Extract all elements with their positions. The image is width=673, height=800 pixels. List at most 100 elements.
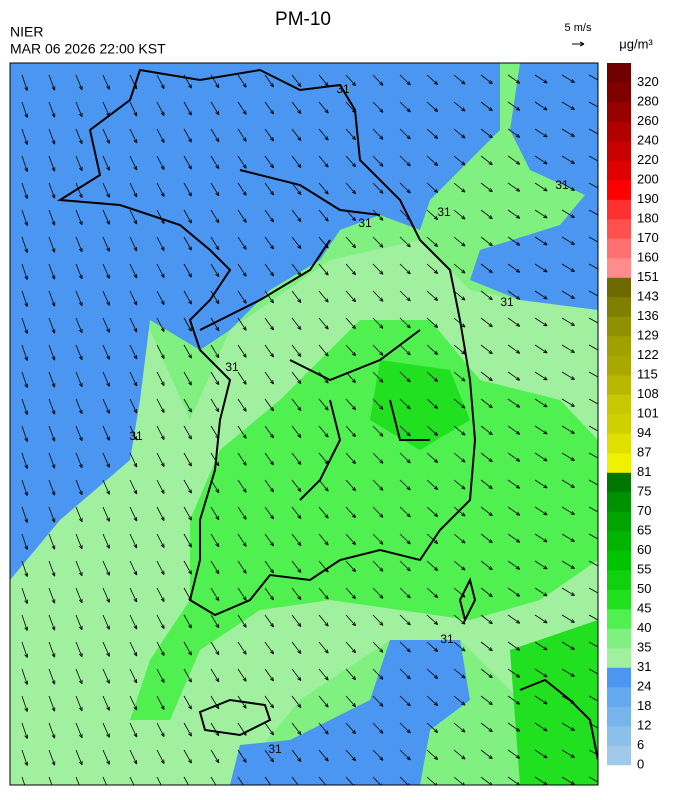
- wind-arrow: [264, 722, 274, 736]
- wind-arrow: [588, 587, 598, 596]
- wind-arrow: [318, 533, 329, 546]
- wind-arrow: [21, 101, 28, 118]
- wind-arrow: [21, 209, 28, 226]
- wind-arrow: [507, 128, 521, 138]
- wind-arrow: [399, 614, 411, 626]
- wind-arrow: [453, 668, 466, 679]
- wind-arrow: [183, 452, 192, 467]
- wind-arrow: [183, 209, 192, 224]
- wind-arrow: [48, 425, 56, 442]
- wind-arrow: [102, 695, 110, 711]
- wind-arrow: [318, 155, 329, 168]
- wind-arrow: [156, 344, 165, 359]
- colorbar-label: 122: [637, 347, 659, 362]
- wind-arrow: [156, 209, 165, 224]
- wind-arrow: [426, 209, 439, 220]
- wind-arrow: [75, 587, 83, 604]
- wind-arrow: [102, 263, 110, 279]
- wind-arrow: [372, 533, 384, 545]
- colorbar-cell: [607, 141, 631, 161]
- wind-arrow: [507, 641, 521, 651]
- wind-arrow: [507, 533, 521, 543]
- wind-arrow: [129, 776, 135, 785]
- wind-arrow: [372, 776, 383, 785]
- wind-arrow: [345, 263, 357, 276]
- wind-arrow: [318, 344, 329, 357]
- wind-arrow: [345, 587, 357, 600]
- wind-arrow: [291, 74, 302, 87]
- wind-arrow: [426, 317, 439, 328]
- wind-arrow: [21, 587, 28, 604]
- wind-arrow: [453, 641, 466, 652]
- wind-arrow: [372, 182, 384, 194]
- wind-arrow: [183, 317, 192, 332]
- wind-arrow: [426, 614, 439, 625]
- wind-arrow: [453, 263, 466, 274]
- wind-arrow: [507, 425, 521, 435]
- wind-arrow: [21, 263, 28, 280]
- wind-arrow: [210, 425, 220, 440]
- wind-arrow: [210, 128, 220, 143]
- colorbar-label: 40: [637, 620, 651, 635]
- wind-arrow: [426, 479, 439, 490]
- wind-arrow: [399, 668, 411, 680]
- wind-arrow: [507, 398, 521, 408]
- wind-arrow: [399, 452, 411, 464]
- wind-arrow: [345, 533, 357, 546]
- wind-arrow: [534, 695, 548, 705]
- wind-arrow: [48, 182, 56, 199]
- wind-arrow: [534, 209, 548, 219]
- wind-arrow: [237, 74, 247, 88]
- wind-arrow: [21, 506, 28, 523]
- wind-arrow: [399, 101, 411, 113]
- wind-arrow: [426, 587, 439, 598]
- wind-arrow: [345, 560, 357, 573]
- wind-arrow: [588, 236, 598, 245]
- colorbar-cell: [607, 375, 631, 395]
- wind-arrow: [318, 641, 329, 654]
- wind-arrow: [399, 398, 411, 410]
- wind-arrow: [561, 668, 575, 677]
- wind-arrow: [237, 749, 247, 763]
- wind-arrow: [372, 344, 384, 356]
- wind-arrow: [588, 614, 598, 623]
- wind-arrow: [21, 614, 28, 631]
- wind-arrow: [426, 695, 439, 706]
- wind-arrow: [210, 533, 220, 548]
- colorbar-label: 180: [637, 210, 659, 225]
- wind-arrow: [237, 776, 244, 785]
- wind-arrow: [534, 668, 548, 678]
- wind-arrow: [480, 614, 493, 625]
- wind-arrow: [237, 209, 247, 223]
- wind-arrow: [588, 668, 598, 677]
- wind-arrow: [183, 290, 192, 305]
- wind-arrow: [129, 749, 138, 765]
- wind-arrow: [480, 290, 493, 301]
- wind-arrow: [183, 560, 192, 575]
- wind-arrow: [372, 128, 384, 140]
- wind-arrow: [264, 641, 274, 655]
- wind-arrow: [183, 155, 192, 170]
- wind-arrow: [453, 587, 466, 598]
- wind-arrow: [210, 722, 220, 737]
- colorbar-label: 12: [637, 717, 651, 732]
- wind-arrow: [345, 344, 357, 357]
- wind-arrow: [453, 290, 466, 301]
- wind-arrow: [264, 749, 274, 763]
- contour-label: 31: [336, 82, 350, 96]
- wind-arrow: [210, 263, 220, 278]
- wind-arrow: [48, 614, 56, 631]
- wind-arrow: [480, 695, 493, 706]
- wind-arrow: [102, 398, 110, 414]
- wind-arrow: [102, 101, 110, 117]
- colorbar-cell: [607, 355, 631, 376]
- wind-arrow: [291, 155, 302, 168]
- wind-arrow: [399, 722, 411, 734]
- wind-arrow: [210, 182, 220, 197]
- map-frame: [9, 62, 599, 786]
- wind-arrow: [561, 749, 575, 758]
- wind-arrow: [48, 236, 56, 253]
- colorbar-cell: [607, 706, 631, 727]
- wind-arrow: [264, 695, 274, 709]
